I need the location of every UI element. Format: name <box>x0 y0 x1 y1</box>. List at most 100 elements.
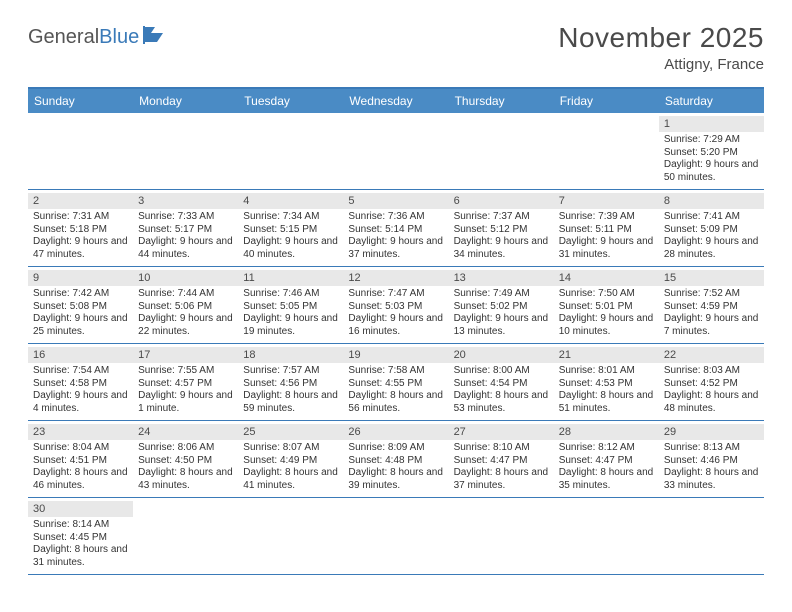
day-number: 23 <box>28 424 133 440</box>
calendar-day-empty <box>238 498 343 574</box>
day-details: Sunrise: 7:50 AMSunset: 5:01 PMDaylight:… <box>559 288 654 338</box>
day-details: Sunrise: 8:00 AMSunset: 4:54 PMDaylight:… <box>454 365 549 415</box>
sunset-line: Sunset: 4:46 PM <box>664 455 759 468</box>
daylight-line: Daylight: 8 hours and 43 minutes. <box>138 467 233 492</box>
sunset-line: Sunset: 4:47 PM <box>454 455 549 468</box>
day-details: Sunrise: 7:57 AMSunset: 4:56 PMDaylight:… <box>243 365 338 415</box>
day-details: Sunrise: 7:29 AMSunset: 5:20 PMDaylight:… <box>664 134 759 184</box>
weekday-header: Friday <box>554 89 659 113</box>
day-number: 9 <box>28 270 133 286</box>
sunrise-line: Sunrise: 8:04 AM <box>33 442 128 455</box>
daylight-line: Daylight: 9 hours and 7 minutes. <box>664 313 759 338</box>
day-details: Sunrise: 7:33 AMSunset: 5:17 PMDaylight:… <box>138 211 233 261</box>
sunrise-line: Sunrise: 7:36 AM <box>348 211 443 224</box>
calendar-day: 30Sunrise: 8:14 AMSunset: 4:45 PMDayligh… <box>28 498 133 574</box>
daylight-line: Daylight: 9 hours and 31 minutes. <box>559 236 654 261</box>
day-number: 13 <box>449 270 554 286</box>
day-details: Sunrise: 7:31 AMSunset: 5:18 PMDaylight:… <box>33 211 128 261</box>
calendar-day: 20Sunrise: 8:00 AMSunset: 4:54 PMDayligh… <box>449 344 554 420</box>
flag-icon <box>143 26 169 49</box>
day-details: Sunrise: 7:46 AMSunset: 5:05 PMDaylight:… <box>243 288 338 338</box>
sunrise-line: Sunrise: 7:54 AM <box>33 365 128 378</box>
day-details: Sunrise: 8:03 AMSunset: 4:52 PMDaylight:… <box>664 365 759 415</box>
day-details: Sunrise: 7:55 AMSunset: 4:57 PMDaylight:… <box>138 365 233 415</box>
calendar-day-empty <box>343 498 448 574</box>
logo-text: GeneralBlue <box>28 26 139 49</box>
sunset-line: Sunset: 4:58 PM <box>33 378 128 391</box>
sunset-line: Sunset: 5:11 PM <box>559 224 654 237</box>
calendar-day: 25Sunrise: 8:07 AMSunset: 4:49 PMDayligh… <box>238 421 343 497</box>
sunset-line: Sunset: 5:02 PM <box>454 301 549 314</box>
day-number: 7 <box>554 193 659 209</box>
day-details: Sunrise: 8:01 AMSunset: 4:53 PMDaylight:… <box>559 365 654 415</box>
calendar-week: 9Sunrise: 7:42 AMSunset: 5:08 PMDaylight… <box>28 267 764 344</box>
calendar-day: 14Sunrise: 7:50 AMSunset: 5:01 PMDayligh… <box>554 267 659 343</box>
calendar-week: 1 Sunrise: 7:29 AMSunset: 5:20 PMDaylight… <box>28 113 764 190</box>
day-details: Sunrise: 7:49 AMSunset: 5:02 PMDaylight:… <box>454 288 549 338</box>
day-details: Sunrise: 8:09 AMSunset: 4:48 PMDaylight:… <box>348 442 443 492</box>
sunset-line: Sunset: 4:55 PM <box>348 378 443 391</box>
day-details: Sunrise: 8:06 AMSunset: 4:50 PMDaylight:… <box>138 442 233 492</box>
sunset-line: Sunset: 5:20 PM <box>664 147 759 160</box>
sunset-line: Sunset: 4:56 PM <box>243 378 338 391</box>
sunset-line: Sunset: 5:12 PM <box>454 224 549 237</box>
calendar-day: 18 Sunrise: 7:57 AMSunset: 4:56 PMDayligh… <box>238 344 343 420</box>
day-number: 8 <box>659 193 764 209</box>
sunset-line: Sunset: 4:59 PM <box>664 301 759 314</box>
calendar-page: GeneralBlue November 2025 Attigny, Franc… <box>0 0 792 575</box>
day-number: 10 <box>133 270 238 286</box>
sunrise-line: Sunrise: 7:41 AM <box>664 211 759 224</box>
page-header: GeneralBlue November 2025 Attigny, Franc… <box>28 22 764 73</box>
daylight-line: Daylight: 8 hours and 31 minutes. <box>33 544 128 569</box>
day-number: 15 <box>659 270 764 286</box>
day-number: 21 <box>554 347 659 363</box>
sunset-line: Sunset: 4:47 PM <box>559 455 654 468</box>
calendar-day-empty <box>554 113 659 189</box>
day-number: 29 <box>659 424 764 440</box>
day-details: Sunrise: 8:10 AMSunset: 4:47 PMDaylight:… <box>454 442 549 492</box>
calendar-day-empty <box>133 498 238 574</box>
day-number: 28 <box>554 424 659 440</box>
day-number: 2 <box>28 193 133 209</box>
sunset-line: Sunset: 4:51 PM <box>33 455 128 468</box>
calendar-day-empty <box>133 113 238 189</box>
day-details: Sunrise: 8:04 AMSunset: 4:51 PMDaylight:… <box>33 442 128 492</box>
calendar-day: 29Sunrise: 8:13 AMSunset: 4:46 PMDayligh… <box>659 421 764 497</box>
sunset-line: Sunset: 4:48 PM <box>348 455 443 468</box>
calendar-day: 7 Sunrise: 7:39 AMSunset: 5:11 PMDaylight… <box>554 190 659 266</box>
sunset-line: Sunset: 5:17 PM <box>138 224 233 237</box>
sunrise-line: Sunrise: 7:47 AM <box>348 288 443 301</box>
calendar-day-empty <box>28 113 133 189</box>
day-details: Sunrise: 7:36 AMSunset: 5:14 PMDaylight:… <box>348 211 443 261</box>
day-number: 17 <box>133 347 238 363</box>
sunrise-line: Sunrise: 8:03 AM <box>664 365 759 378</box>
day-number: 1 <box>659 116 764 132</box>
day-number: 25 <box>238 424 343 440</box>
sunrise-line: Sunrise: 7:34 AM <box>243 211 338 224</box>
location-subtitle: Attigny, France <box>558 56 764 73</box>
sunrise-line: Sunrise: 7:31 AM <box>33 211 128 224</box>
calendar-day: 8Sunrise: 7:41 AMSunset: 5:09 PMDaylight… <box>659 190 764 266</box>
daylight-line: Daylight: 8 hours and 56 minutes. <box>348 390 443 415</box>
sunrise-line: Sunrise: 7:57 AM <box>243 365 338 378</box>
calendar-day-empty <box>659 498 764 574</box>
day-number: 18 <box>238 347 343 363</box>
sunset-line: Sunset: 5:03 PM <box>348 301 443 314</box>
day-number: 19 <box>343 347 448 363</box>
calendar-day: 24Sunrise: 8:06 AMSunset: 4:50 PMDayligh… <box>133 421 238 497</box>
weekday-header: Sunday <box>28 89 133 113</box>
daylight-line: Daylight: 9 hours and 4 minutes. <box>33 390 128 415</box>
calendar-day: 6Sunrise: 7:37 AMSunset: 5:12 PMDaylight… <box>449 190 554 266</box>
sunrise-line: Sunrise: 8:12 AM <box>559 442 654 455</box>
day-number: 5 <box>343 193 448 209</box>
day-details: Sunrise: 7:39 AMSunset: 5:11 PMDaylight:… <box>559 211 654 261</box>
daylight-line: Daylight: 9 hours and 28 minutes. <box>664 236 759 261</box>
daylight-line: Daylight: 9 hours and 19 minutes. <box>243 313 338 338</box>
daylight-line: Daylight: 9 hours and 40 minutes. <box>243 236 338 261</box>
day-details: Sunrise: 7:34 AMSunset: 5:15 PMDaylight:… <box>243 211 338 261</box>
daylight-line: Daylight: 9 hours and 1 minute. <box>138 390 233 415</box>
daylight-line: Daylight: 8 hours and 41 minutes. <box>243 467 338 492</box>
sunset-line: Sunset: 4:54 PM <box>454 378 549 391</box>
sunrise-line: Sunrise: 7:49 AM <box>454 288 549 301</box>
calendar-day: 11Sunrise: 7:46 AMSunset: 5:05 PMDayligh… <box>238 267 343 343</box>
